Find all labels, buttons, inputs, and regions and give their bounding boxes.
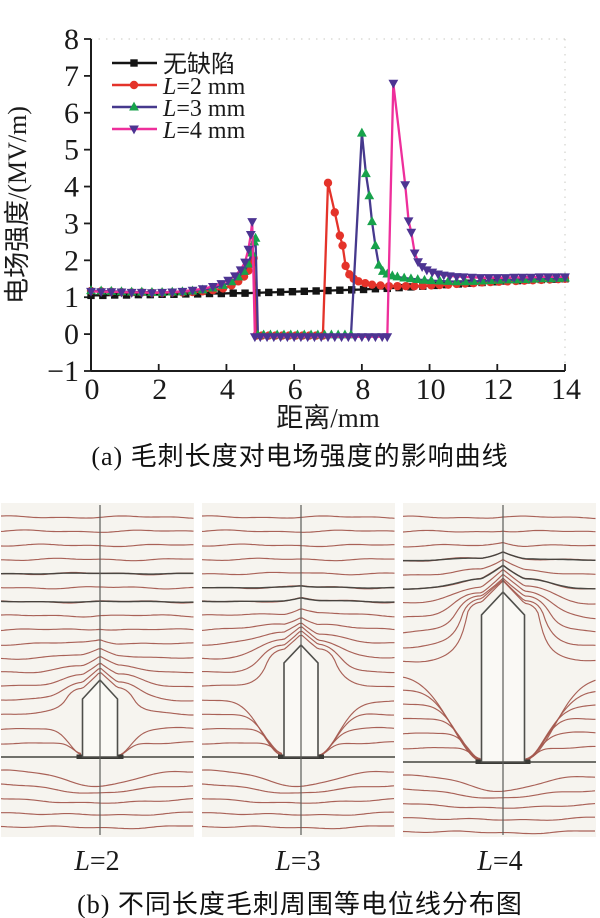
svg-text:2: 2	[64, 244, 79, 277]
svg-text:4: 4	[220, 373, 235, 406]
series-L=3 mm	[86, 127, 570, 339]
equipotential-panel-l4	[403, 503, 596, 837]
svg-text:6: 6	[64, 97, 79, 130]
svg-text:0: 0	[85, 373, 100, 406]
svg-text:14: 14	[551, 373, 581, 406]
panel-label-l3: L=3	[275, 846, 321, 877]
legend-item-1: L=2 mm	[112, 74, 246, 100]
svg-text:3: 3	[64, 207, 79, 240]
series-L=4 mm	[86, 79, 570, 343]
svg-text:L=4 mm: L=4 mm	[162, 118, 246, 144]
svg-text:8: 8	[355, 373, 370, 406]
svg-text:L=3 mm: L=3 mm	[162, 96, 246, 122]
legend-item-0: 无缺陷	[112, 51, 235, 78]
panel-label-l4: L=4	[477, 846, 523, 877]
svg-text:0: 0	[64, 318, 79, 351]
legend-item-2: L=3 mm	[112, 96, 246, 122]
svg-text:8: 8	[64, 23, 79, 56]
caption-b: (b) 不同长度毛刺周围等电位线分布图	[77, 890, 523, 918]
svg-text:无缺陷: 无缺陷	[163, 51, 235, 78]
panel-label-l2: L=2	[74, 846, 120, 877]
legend-item-3: L=4 mm	[112, 118, 246, 144]
svg-text:电场强度/(MV/m): 电场强度/(MV/m)	[3, 106, 32, 304]
svg-text:6: 6	[288, 373, 303, 406]
equipotential-panel-l3	[202, 503, 395, 837]
svg-text:7: 7	[64, 60, 79, 93]
svg-text:5: 5	[64, 134, 79, 167]
svg-text:12: 12	[483, 373, 513, 406]
svg-text:1: 1	[64, 281, 79, 314]
svg-text:距离/mm: 距离/mm	[276, 403, 380, 432]
series-L=2 mm	[86, 178, 570, 340]
svg-text:10: 10	[416, 373, 446, 406]
svg-text:L=2 mm: L=2 mm	[162, 74, 246, 100]
caption-a: (a) 毛刺长度对电场强度的影响曲线	[91, 442, 509, 471]
equipotential-panel-l2	[1, 503, 194, 837]
svg-text:−1: −1	[47, 355, 79, 388]
svg-text:2: 2	[152, 373, 167, 406]
svg-text:4: 4	[64, 171, 79, 204]
